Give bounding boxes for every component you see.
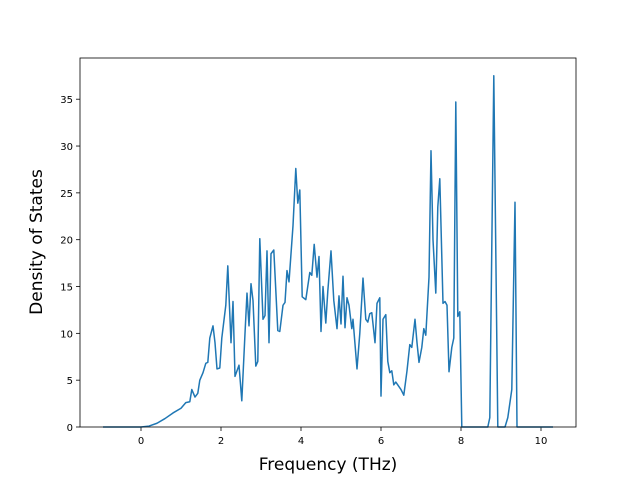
y-tick-label: 10	[60, 329, 73, 340]
y-tick-label: 20	[60, 236, 73, 247]
x-tick-label: 0	[138, 436, 144, 447]
x-tick-label: 10	[535, 436, 548, 447]
y-tick-label: 35	[60, 95, 73, 106]
y-tick-label: 25	[60, 189, 73, 200]
y-tick-label: 0	[67, 423, 73, 434]
x-tick-label: 8	[458, 436, 464, 447]
y-axis-label: Density of States	[27, 169, 47, 315]
plot-frame	[79, 57, 577, 428]
y-tick-label: 30	[60, 142, 73, 153]
data-line	[103, 75, 553, 428]
x-tick-label: 6	[378, 436, 384, 447]
x-axis-label: Frequency (THz)	[259, 455, 398, 475]
y-tick-label: 15	[60, 283, 73, 294]
x-tick-label: 4	[298, 436, 304, 447]
x-tick-label: 2	[218, 436, 224, 447]
y-tick-label: 5	[67, 376, 73, 387]
